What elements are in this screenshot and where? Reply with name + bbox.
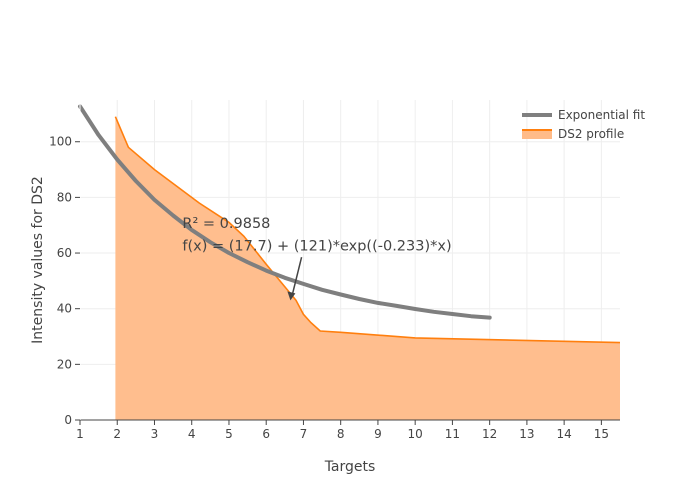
x-tick-label: 10 bbox=[408, 427, 423, 441]
x-tick-label: 7 bbox=[300, 427, 308, 441]
fit-equation-label: f(x) = (17.7) + (121)*exp((-0.233)*x) bbox=[182, 238, 451, 254]
y-tick-label: 60 bbox=[57, 246, 72, 260]
x-tick-label: 9 bbox=[374, 427, 382, 441]
x-tick-label: 12 bbox=[482, 427, 497, 441]
axes bbox=[79, 100, 620, 421]
x-tick-label: 4 bbox=[188, 427, 196, 441]
legend-fit-label: Exponential fit bbox=[558, 108, 645, 122]
exponential-fit-line bbox=[78, 104, 492, 320]
x-axis-title: Targets bbox=[324, 459, 376, 475]
y-tick-label: 0 bbox=[64, 413, 72, 427]
x-tick-label: 6 bbox=[262, 427, 270, 441]
y-tick-label: 100 bbox=[49, 135, 72, 149]
y-tick-label: 20 bbox=[57, 357, 72, 371]
series-line-layer bbox=[78, 104, 621, 344]
x-tick-label: 14 bbox=[556, 427, 571, 441]
x-tick-label: 1 bbox=[76, 427, 84, 441]
x-tick-label: 3 bbox=[151, 427, 159, 441]
r-squared-label: R² = 0.9858 bbox=[182, 216, 270, 232]
x-tick-label: 15 bbox=[594, 427, 609, 441]
y-axis-title: Intensity values for DS2 bbox=[30, 176, 46, 344]
ds2-profile-area bbox=[115, 116, 621, 420]
x-tick-label: 11 bbox=[445, 427, 460, 441]
ds2-profile-line bbox=[114, 116, 621, 344]
x-tick-label: 8 bbox=[337, 427, 345, 441]
x-tick-label: 13 bbox=[519, 427, 534, 441]
x-tick-label: 2 bbox=[113, 427, 121, 441]
x-axis-ticks: 1 2 3 4 5 6 7 8 9 10 11 12 13 14 15 bbox=[76, 420, 609, 441]
annotation-arrow-line bbox=[291, 257, 303, 295]
annotation-arrow-head bbox=[287, 291, 296, 301]
legend-ds2-swatch-fill bbox=[522, 130, 552, 139]
y-tick-label: 40 bbox=[57, 302, 72, 316]
x-tick-label: 5 bbox=[225, 427, 233, 441]
y-tick-label: 80 bbox=[57, 190, 72, 204]
y-axis-ticks: 0 20 40 60 80 100 bbox=[49, 135, 80, 427]
series-area-layer bbox=[115, 116, 621, 420]
fit-annotation: R² = 0.9858 f(x) = (17.7) + (121)*exp((-0… bbox=[182, 216, 452, 301]
legend: Exponential fit DS2 profile bbox=[522, 108, 645, 141]
legend-ds2-label: DS2 profile bbox=[558, 127, 624, 141]
